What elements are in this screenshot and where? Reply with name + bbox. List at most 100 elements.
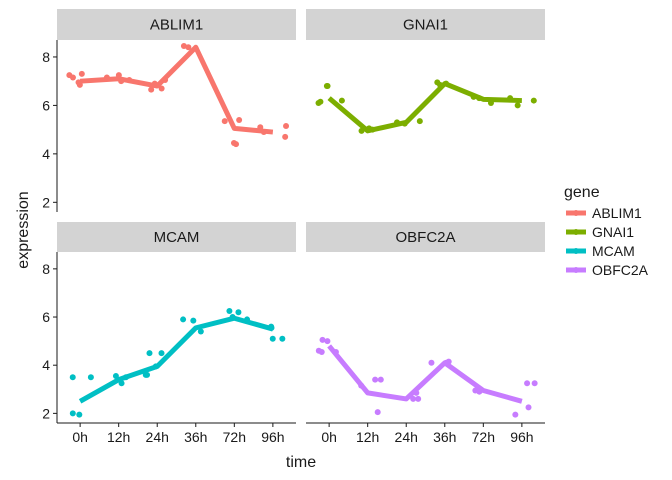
data-point — [229, 314, 236, 321]
y-tick-label: 4 — [42, 357, 50, 373]
data-point — [192, 45, 199, 52]
data-point — [112, 373, 119, 380]
facet-ablim1: ABLIM1 — [57, 9, 296, 148]
data-point — [269, 335, 276, 342]
data-point — [146, 350, 153, 357]
facet-strip — [57, 9, 296, 40]
y-tick-label: 6 — [42, 309, 50, 325]
data-point — [103, 74, 110, 81]
x-tick-label: 12h — [356, 429, 379, 445]
data-point — [470, 93, 477, 100]
data-point — [530, 97, 537, 104]
facet-strip-label: MCAM — [154, 229, 200, 246]
y-tick-label: 2 — [42, 405, 50, 421]
facet-strip — [57, 222, 296, 252]
y-tick-label: 2 — [42, 194, 50, 210]
data-point — [358, 382, 365, 389]
data-point — [369, 126, 376, 133]
data-point — [443, 359, 450, 366]
y-tick-label: 4 — [42, 146, 50, 162]
x-tick-label: 24h — [146, 429, 169, 445]
data-point — [230, 139, 237, 146]
data-point — [75, 79, 82, 86]
facet-gnai1: GNAI1 — [306, 9, 545, 134]
x-tick-label: 0h — [72, 429, 88, 445]
x-tick-label: 24h — [395, 429, 418, 445]
data-point — [514, 102, 521, 109]
data-point — [115, 72, 122, 79]
data-point — [416, 118, 423, 125]
data-point — [185, 44, 192, 51]
data-point — [122, 374, 129, 381]
legend-key-point — [573, 267, 579, 273]
data-point — [180, 316, 187, 323]
data-point — [148, 86, 155, 93]
x-tick-label: 96h — [261, 429, 284, 445]
data-point — [332, 348, 339, 355]
data-point — [226, 308, 233, 315]
data-point — [437, 81, 444, 88]
facet-strip-label: OBFC2A — [395, 229, 455, 246]
legend-label: MCAM — [592, 243, 635, 259]
data-point — [507, 95, 514, 102]
data-point — [531, 380, 538, 387]
legend-label: OBFC2A — [592, 262, 649, 278]
data-point — [415, 395, 422, 402]
data-point — [315, 347, 322, 354]
data-point — [393, 119, 400, 126]
data-point — [221, 118, 228, 125]
legend-item-ablim1: ABLIM1 — [566, 205, 642, 221]
data-point — [410, 395, 417, 402]
data-point — [69, 74, 76, 81]
legend: gene ABLIM1 GNAI1 MCAM OBFC2A — [564, 184, 649, 278]
legend-item-obfc2a: OBFC2A — [566, 262, 649, 278]
y-tick-label: 6 — [42, 97, 50, 113]
data-point — [324, 338, 331, 345]
data-point — [338, 97, 345, 104]
data-point — [76, 411, 83, 418]
data-point — [162, 76, 169, 83]
series-line-mcam — [78, 315, 274, 404]
data-point — [525, 404, 532, 411]
data-point — [257, 124, 264, 131]
legend-label: GNAI1 — [592, 224, 634, 240]
data-point — [317, 98, 324, 105]
data-point — [323, 83, 330, 90]
x-tick-label: 0h — [321, 429, 337, 445]
facet-panels: ABLIM1 GNAI1 MCAM OBFC2A — [57, 9, 545, 418]
facet-strip-label: ABLIM1 — [150, 17, 203, 34]
y-tick-label: 8 — [42, 261, 50, 277]
data-point — [428, 359, 435, 366]
facet-mcam: MCAM — [57, 222, 296, 418]
data-point — [401, 120, 408, 127]
y-axis-title: expression — [15, 191, 32, 268]
y-tick-label: 8 — [42, 49, 50, 65]
legend-key-point — [573, 248, 579, 254]
data-point — [126, 76, 133, 83]
facet-strip — [306, 9, 545, 40]
data-point — [152, 363, 159, 370]
x-tick-label: 72h — [472, 429, 495, 445]
data-point — [476, 95, 483, 102]
data-point — [268, 324, 275, 331]
data-point — [413, 389, 420, 396]
axes: 2 4 6 8 2 4 6 8 0h 12h 24h 36h 72h 96h 0h 12h 24h 36h 72h 9… — [42, 40, 545, 445]
legend-label: ABLIM1 — [592, 205, 642, 221]
data-point — [87, 374, 94, 381]
x-tick-label: 36h — [433, 429, 456, 445]
x-tick-label: 36h — [184, 429, 207, 445]
series-line-gnai1 — [327, 81, 522, 134]
data-point — [443, 80, 450, 87]
facet-strip — [306, 222, 545, 252]
data-point — [319, 336, 326, 343]
data-point — [283, 123, 290, 129]
series-line-obfc2a — [327, 344, 523, 404]
legend-key-point — [573, 210, 579, 216]
data-point — [197, 328, 204, 335]
data-point — [69, 410, 76, 417]
data-point — [235, 309, 242, 316]
legend-key-point — [573, 229, 579, 235]
data-point — [524, 380, 531, 387]
data-point — [477, 386, 484, 393]
